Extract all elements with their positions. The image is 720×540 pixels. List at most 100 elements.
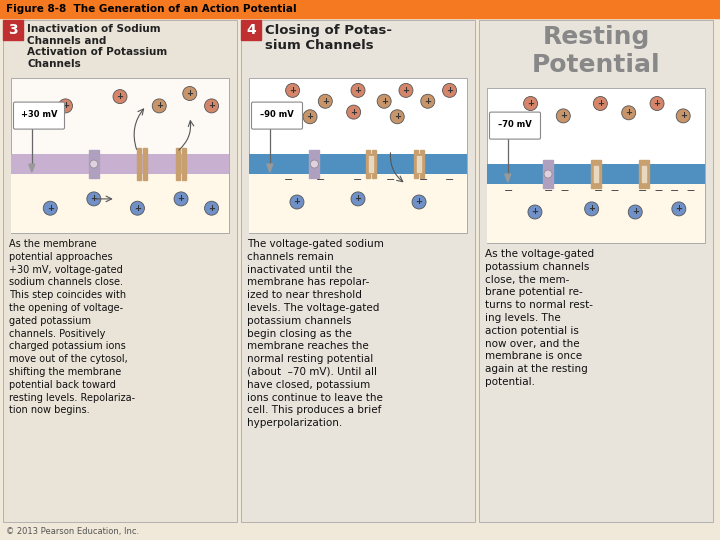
Circle shape: [412, 195, 426, 209]
Text: +: +: [294, 198, 300, 206]
Bar: [241, 20, 261, 40]
Polygon shape: [505, 174, 510, 182]
Circle shape: [523, 97, 538, 111]
Bar: [594, 166, 598, 182]
Text: −: −: [354, 175, 363, 185]
Circle shape: [593, 97, 608, 111]
Text: The voltage-gated sodium
channels remain
inactivated until the
membrane has repo: The voltage-gated sodium channels remain…: [247, 239, 384, 428]
Bar: [0, 0, 720, 18]
Bar: [310, 150, 320, 178]
Text: +: +: [531, 207, 539, 217]
Bar: [11, 78, 229, 233]
Circle shape: [43, 201, 58, 215]
Bar: [420, 150, 424, 178]
Polygon shape: [29, 164, 35, 172]
Bar: [3, 20, 237, 522]
Text: −  −: − −: [670, 186, 696, 196]
Circle shape: [528, 205, 542, 219]
Text: +: +: [322, 97, 329, 106]
Text: +: +: [527, 99, 534, 108]
Text: +: +: [354, 86, 361, 95]
Circle shape: [351, 192, 365, 206]
Circle shape: [290, 195, 304, 209]
Bar: [249, 154, 467, 174]
Bar: [176, 148, 180, 180]
Text: Resting
Potential: Resting Potential: [531, 25, 660, 77]
Bar: [241, 20, 475, 522]
Text: +30 mV: +30 mV: [21, 110, 58, 119]
Text: +: +: [186, 89, 193, 98]
Text: Closing of Potas-
sium Channels: Closing of Potas- sium Channels: [265, 24, 392, 52]
Text: +: +: [134, 204, 141, 213]
Text: © 2013 Pearson Education, Inc.: © 2013 Pearson Education, Inc.: [6, 527, 139, 536]
Text: −: −: [284, 175, 293, 185]
Text: +: +: [62, 102, 69, 110]
Text: +: +: [307, 112, 313, 122]
Bar: [487, 88, 705, 243]
Text: −  −: − −: [638, 186, 663, 196]
Text: −: −: [386, 175, 395, 185]
Circle shape: [420, 94, 435, 108]
Circle shape: [672, 202, 686, 216]
Text: As the membrane
potential approaches
+30 mV, voltage-gated
sodium channels close: As the membrane potential approaches +30…: [9, 239, 135, 415]
Text: −: −: [316, 175, 325, 185]
Circle shape: [544, 170, 552, 178]
Circle shape: [650, 97, 664, 111]
Circle shape: [58, 99, 73, 113]
Bar: [11, 154, 229, 174]
Bar: [249, 174, 467, 233]
Text: 3: 3: [8, 23, 18, 37]
Text: +: +: [654, 99, 660, 108]
Text: +: +: [208, 102, 215, 110]
Text: Figure 8-8  The Generation of an Action Potential: Figure 8-8 The Generation of an Action P…: [6, 4, 297, 14]
Text: −  −: − −: [594, 186, 620, 196]
Text: +: +: [350, 107, 357, 117]
Text: 4: 4: [246, 23, 256, 37]
Text: +: +: [424, 97, 431, 106]
Text: Inactivation of Sodium
Channels and
Activation of Potassium
Channels: Inactivation of Sodium Channels and Acti…: [27, 24, 167, 69]
Text: +: +: [675, 205, 683, 213]
Text: +: +: [597, 99, 604, 108]
Circle shape: [183, 86, 197, 100]
Text: +: +: [381, 97, 387, 106]
Text: +: +: [446, 86, 453, 95]
Circle shape: [351, 83, 365, 97]
Circle shape: [318, 94, 333, 108]
Text: −: −: [504, 186, 513, 196]
Circle shape: [346, 105, 361, 119]
Bar: [366, 150, 370, 178]
Circle shape: [310, 160, 318, 168]
Bar: [487, 184, 705, 243]
Text: +: +: [560, 111, 567, 120]
Bar: [249, 78, 467, 233]
Polygon shape: [267, 164, 273, 172]
Text: −: −: [445, 175, 454, 185]
Text: +: +: [680, 111, 687, 120]
Bar: [642, 166, 646, 182]
Circle shape: [286, 83, 300, 97]
Text: –70 mV: –70 mV: [498, 120, 532, 129]
Text: +: +: [394, 112, 401, 122]
FancyBboxPatch shape: [251, 102, 302, 129]
Bar: [369, 156, 373, 172]
FancyBboxPatch shape: [490, 112, 541, 139]
Text: +: +: [156, 102, 163, 110]
Text: +: +: [47, 204, 54, 213]
Circle shape: [399, 83, 413, 97]
Text: +: +: [402, 86, 410, 95]
Circle shape: [303, 110, 317, 124]
Bar: [372, 150, 376, 178]
Bar: [417, 156, 421, 172]
Bar: [89, 150, 99, 178]
Text: As the voltage-gated
potassium channels
close, the mem-
brane potential re-
turn: As the voltage-gated potassium channels …: [485, 249, 594, 387]
Text: –90 mV: –90 mV: [260, 110, 294, 119]
Text: +: +: [90, 194, 97, 204]
Circle shape: [621, 106, 636, 120]
Circle shape: [390, 110, 404, 124]
Circle shape: [152, 99, 166, 113]
Text: −: −: [419, 175, 428, 185]
Bar: [414, 150, 418, 178]
Text: +: +: [631, 207, 639, 217]
Bar: [137, 148, 141, 180]
Circle shape: [629, 205, 642, 219]
